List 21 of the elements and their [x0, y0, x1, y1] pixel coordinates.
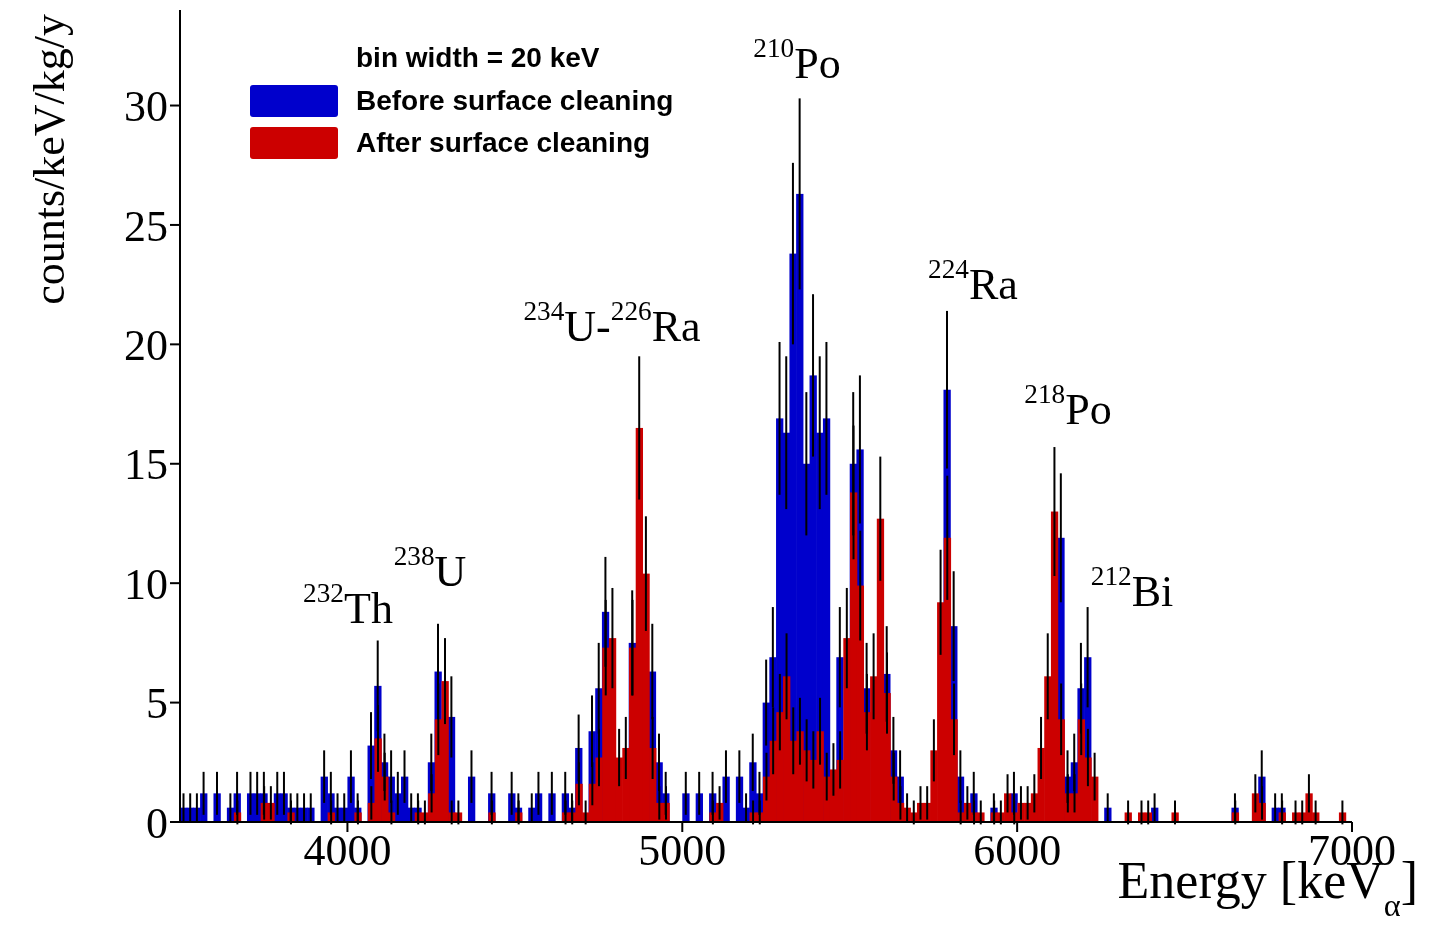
y-tick-label: 25 [124, 201, 168, 251]
legend-title: bin width = 20 keV [356, 41, 601, 75]
legend-label: After surface cleaning [356, 127, 651, 159]
annotation: $^{218}$Po [1024, 379, 1112, 434]
y-tick-label: 0 [146, 798, 168, 848]
annotation: $^{238}$U [393, 541, 467, 596]
annotation: $^{212}$Bi [1090, 561, 1174, 616]
annotation: $^{234}$U-$^{226}$Ra [523, 296, 701, 351]
y-tick-label: 20 [124, 320, 168, 370]
legend-label: Before surface cleaning [356, 85, 674, 117]
x-tick-label: 4000 [303, 826, 392, 876]
y-axis-title: counts/keV/kg/y [25, 14, 74, 305]
x-tick-label: 6000 [973, 826, 1062, 876]
y-tick-label: 10 [124, 559, 168, 609]
y-tick-label: 15 [124, 440, 168, 490]
annotation: $^{210}$Po [753, 33, 841, 88]
annotation: $^{224}$Ra [928, 254, 1018, 309]
x-tick-label: 5000 [638, 826, 727, 876]
y-tick-label: 5 [146, 679, 168, 729]
y-tick-label: 30 [124, 82, 168, 132]
annotation: $^{232}$Th [303, 578, 393, 633]
